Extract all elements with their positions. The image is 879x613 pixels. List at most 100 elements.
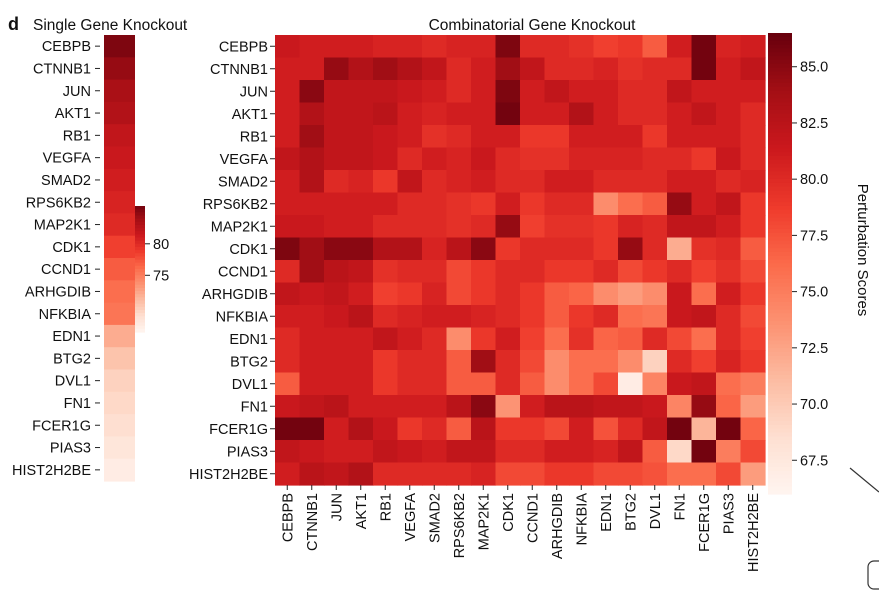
combo-row-label: FN1 xyxy=(241,399,268,415)
colorbar-segment xyxy=(768,155,792,161)
colorbar-segment xyxy=(768,294,792,299)
combo-cell xyxy=(642,327,668,351)
combo-cell xyxy=(299,282,325,306)
combo-cell xyxy=(422,440,448,464)
combo-cell xyxy=(299,35,325,59)
single-knockout-title: Single Gene Knockout xyxy=(33,17,188,34)
combo-cell xyxy=(299,57,325,81)
combo-cell xyxy=(422,35,448,59)
combo-cell xyxy=(642,237,668,261)
colorbar-segment xyxy=(768,209,792,215)
small-colorbar-segment xyxy=(135,275,145,280)
colorbar-segment xyxy=(768,79,792,84)
combo-cell xyxy=(740,327,766,351)
combo-cell xyxy=(471,260,497,284)
combo-cell xyxy=(691,350,717,374)
combo-cell xyxy=(422,125,448,149)
combo-cell xyxy=(716,57,742,81)
single-gene-label: CTNNB1 xyxy=(33,61,91,77)
perturbation-colorbar: 85.0 82.5 80.0 77.5 75.0 72.5 70.0 67.5 xyxy=(768,33,828,495)
combo-cell xyxy=(471,372,497,396)
combo-cell xyxy=(446,305,472,329)
combo-cell xyxy=(716,170,742,194)
combo-cell xyxy=(446,395,472,419)
combo-cell xyxy=(324,35,350,59)
small-colorbar-segment xyxy=(135,313,145,317)
colorbar-segment xyxy=(768,44,792,49)
colorbar-segment xyxy=(768,482,792,487)
combo-cell xyxy=(667,440,693,464)
combo-cell xyxy=(544,125,570,149)
single-cell xyxy=(104,35,135,58)
combo-col-label: RB1 xyxy=(378,493,394,521)
combo-cell xyxy=(348,462,374,486)
combo-cell xyxy=(569,80,595,104)
combo-cell xyxy=(716,372,742,396)
combo-cell xyxy=(348,80,374,104)
single-gene-label: CCND1 xyxy=(41,262,91,278)
small-colorbar-segment xyxy=(135,300,145,305)
colorbar-tick-label: 67.5 xyxy=(800,453,828,469)
combo-cell xyxy=(716,305,742,329)
single-cell xyxy=(104,391,135,415)
small-colorbar-segment xyxy=(135,272,145,276)
combo-cell xyxy=(422,395,448,419)
combo-cell xyxy=(397,125,423,149)
combo-cell xyxy=(593,35,619,59)
colorbar-segment xyxy=(768,463,792,468)
combo-cell xyxy=(569,350,595,374)
combo-row-label: ARHGDIB xyxy=(202,287,268,303)
small-colorbar-segment xyxy=(135,281,145,286)
combo-cell xyxy=(642,125,668,149)
combo-cell xyxy=(740,57,766,81)
combo-cell xyxy=(446,80,472,104)
combo-cell xyxy=(397,327,423,351)
combinatorial-column-labels: CEBPB CTNNB1 JUN AKT1 RB1 VEGFA SMAD2 RPS6KB2 MA… xyxy=(280,485,762,572)
combo-cell xyxy=(348,350,374,374)
combo-cell xyxy=(348,417,374,441)
combo-cell xyxy=(667,282,693,306)
combo-cell xyxy=(373,57,399,81)
single-cell xyxy=(104,213,135,237)
small-colorbar-segment xyxy=(135,221,145,226)
colorbar-segment xyxy=(768,236,792,242)
colorbar-tick-label: 75.0 xyxy=(800,285,828,301)
combo-cell xyxy=(348,147,374,171)
combo-cell xyxy=(520,237,546,261)
small-colorbar-segment xyxy=(135,297,145,302)
combo-cell xyxy=(691,80,717,104)
combo-cell xyxy=(275,147,301,171)
combo-cell xyxy=(740,395,766,419)
combo-cell xyxy=(495,237,521,261)
combo-col-label: CDK1 xyxy=(501,493,517,532)
combo-cell xyxy=(397,80,423,104)
combo-cell xyxy=(569,395,595,419)
colorbar-segment xyxy=(768,440,792,445)
combo-cell xyxy=(275,395,301,419)
colorbar-segment xyxy=(768,159,792,165)
combo-cell xyxy=(593,395,619,419)
combo-cell xyxy=(716,102,742,126)
colorbar-segment xyxy=(768,59,792,65)
colorbar-segment xyxy=(768,367,792,372)
combo-cell xyxy=(373,35,399,59)
combo-cell xyxy=(275,372,301,396)
single-gene-label: CEBPB xyxy=(42,39,91,55)
combo-cell xyxy=(618,350,644,374)
colorbar-segment xyxy=(768,113,792,119)
small-colorbar-segment xyxy=(135,269,145,273)
combo-cell xyxy=(422,57,448,81)
combo-cell xyxy=(299,440,325,464)
colorbar-tick-label: 72.5 xyxy=(800,341,828,357)
combo-cell xyxy=(691,102,717,126)
combo-cell xyxy=(642,215,668,239)
colorbar-tick-label: 82.5 xyxy=(800,116,828,132)
single-cell xyxy=(104,302,135,326)
combo-cell xyxy=(446,170,472,194)
colorbar-segment xyxy=(768,321,792,326)
single-cell xyxy=(104,280,135,304)
combo-cell xyxy=(740,237,766,261)
colorbar-segment xyxy=(768,152,792,157)
combo-cell xyxy=(520,305,546,329)
combo-cell xyxy=(569,102,595,126)
